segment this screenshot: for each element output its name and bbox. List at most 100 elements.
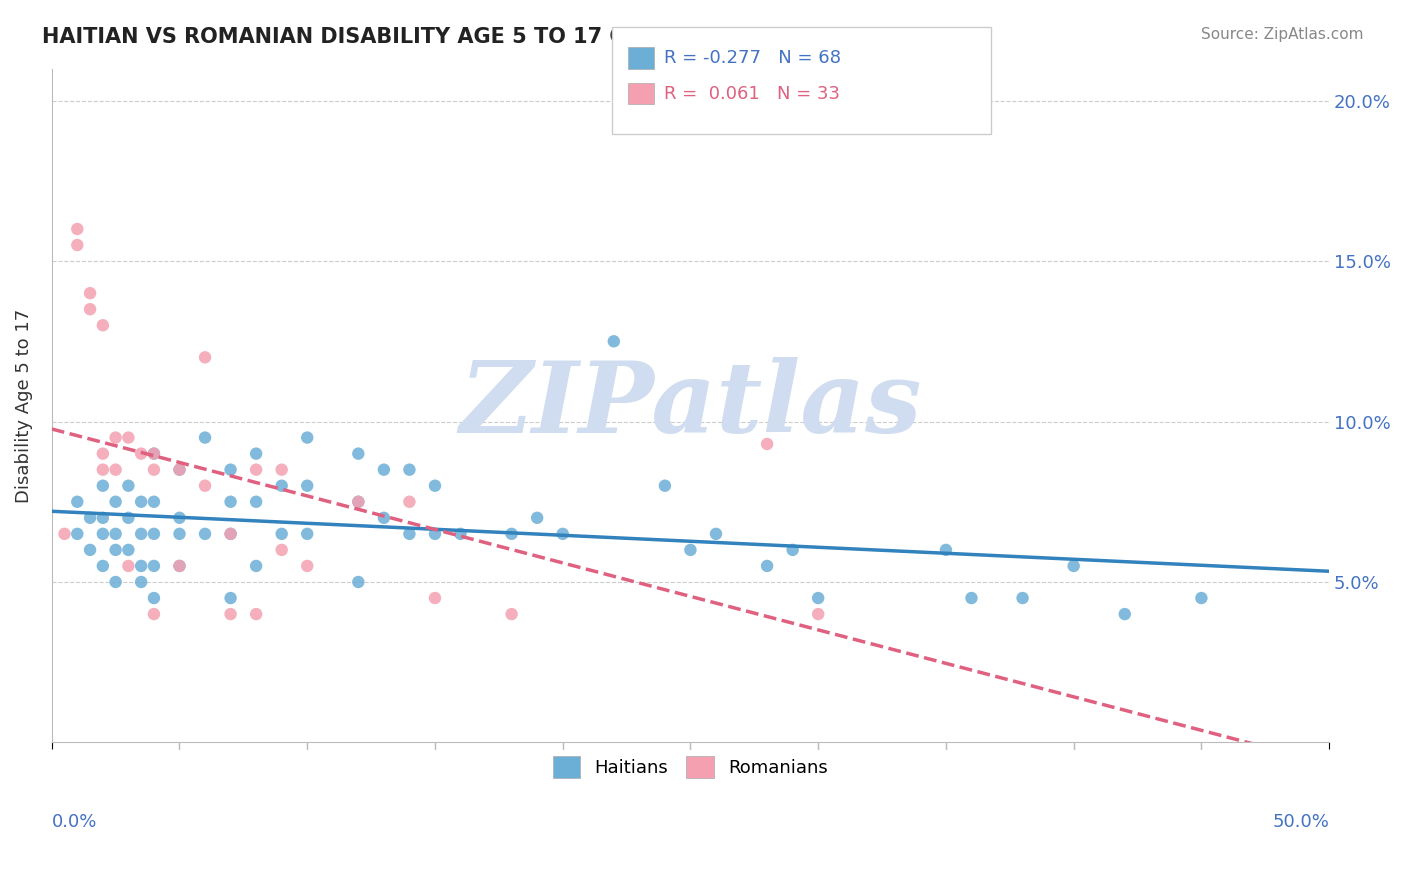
Point — [423, 591, 446, 605]
Point — [194, 526, 217, 541]
Point — [807, 607, 830, 621]
Point — [104, 542, 127, 557]
Point — [66, 222, 89, 236]
Point — [66, 526, 89, 541]
Point — [450, 526, 472, 541]
Point — [169, 463, 191, 477]
Point — [782, 542, 804, 557]
Point — [91, 526, 114, 541]
Point — [219, 591, 242, 605]
Point — [245, 447, 267, 461]
Point — [104, 463, 127, 477]
Point — [66, 238, 89, 252]
Point — [142, 463, 165, 477]
Point — [79, 302, 101, 317]
Point — [129, 558, 152, 573]
Point — [270, 526, 292, 541]
Text: Source: ZipAtlas.com: Source: ZipAtlas.com — [1201, 27, 1364, 42]
Point — [501, 526, 523, 541]
Text: 50.0%: 50.0% — [1272, 813, 1329, 831]
Point — [935, 542, 957, 557]
Point — [398, 463, 420, 477]
Point — [551, 526, 574, 541]
Point — [79, 510, 101, 524]
Point — [297, 526, 319, 541]
Point — [142, 607, 165, 621]
Point — [756, 437, 779, 451]
Point — [960, 591, 983, 605]
Point — [104, 431, 127, 445]
Point — [398, 526, 420, 541]
Point — [219, 463, 242, 477]
Point — [142, 558, 165, 573]
Point — [219, 607, 242, 621]
Point — [142, 495, 165, 509]
Point — [807, 591, 830, 605]
Point — [756, 558, 779, 573]
Point — [117, 558, 139, 573]
Point — [79, 286, 101, 301]
Point — [117, 542, 139, 557]
Point — [1114, 607, 1136, 621]
Point — [129, 526, 152, 541]
Point — [169, 526, 191, 541]
Point — [169, 558, 191, 573]
Point — [79, 542, 101, 557]
Point — [142, 526, 165, 541]
Point — [117, 510, 139, 524]
Point — [91, 447, 114, 461]
Point — [219, 526, 242, 541]
Point — [169, 558, 191, 573]
Point — [129, 447, 152, 461]
Point — [91, 318, 114, 333]
Point — [373, 510, 395, 524]
Point — [117, 431, 139, 445]
Point — [1063, 558, 1085, 573]
Point — [104, 526, 127, 541]
Point — [91, 510, 114, 524]
Point — [66, 495, 89, 509]
Point — [245, 495, 267, 509]
Text: R =  0.061   N = 33: R = 0.061 N = 33 — [664, 85, 839, 103]
Y-axis label: Disability Age 5 to 17: Disability Age 5 to 17 — [15, 309, 32, 502]
Point — [654, 479, 676, 493]
Point — [423, 526, 446, 541]
Point — [129, 574, 152, 589]
Point — [219, 495, 242, 509]
Point — [142, 447, 165, 461]
Point — [104, 574, 127, 589]
Point — [104, 495, 127, 509]
Point — [347, 495, 370, 509]
Point — [373, 463, 395, 477]
Point — [245, 607, 267, 621]
Point — [91, 558, 114, 573]
Point — [91, 463, 114, 477]
Point — [194, 479, 217, 493]
Point — [245, 463, 267, 477]
Text: HAITIAN VS ROMANIAN DISABILITY AGE 5 TO 17 CORRELATION CHART: HAITIAN VS ROMANIAN DISABILITY AGE 5 TO … — [42, 27, 859, 46]
Point — [297, 558, 319, 573]
Point — [297, 431, 319, 445]
Point — [117, 479, 139, 493]
Point — [704, 526, 727, 541]
Point — [270, 542, 292, 557]
Point — [194, 431, 217, 445]
Point — [297, 479, 319, 493]
Point — [347, 574, 370, 589]
Point — [603, 334, 626, 349]
Legend: Haitians, Romanians: Haitians, Romanians — [544, 747, 837, 788]
Point — [142, 591, 165, 605]
Point — [526, 510, 548, 524]
Point — [91, 479, 114, 493]
Point — [142, 447, 165, 461]
Point — [347, 447, 370, 461]
Point — [169, 463, 191, 477]
Text: R = -0.277   N = 68: R = -0.277 N = 68 — [664, 49, 841, 67]
Point — [270, 479, 292, 493]
Point — [245, 558, 267, 573]
Point — [347, 495, 370, 509]
Point — [169, 510, 191, 524]
Point — [1189, 591, 1212, 605]
Point — [679, 542, 702, 557]
Point — [423, 479, 446, 493]
